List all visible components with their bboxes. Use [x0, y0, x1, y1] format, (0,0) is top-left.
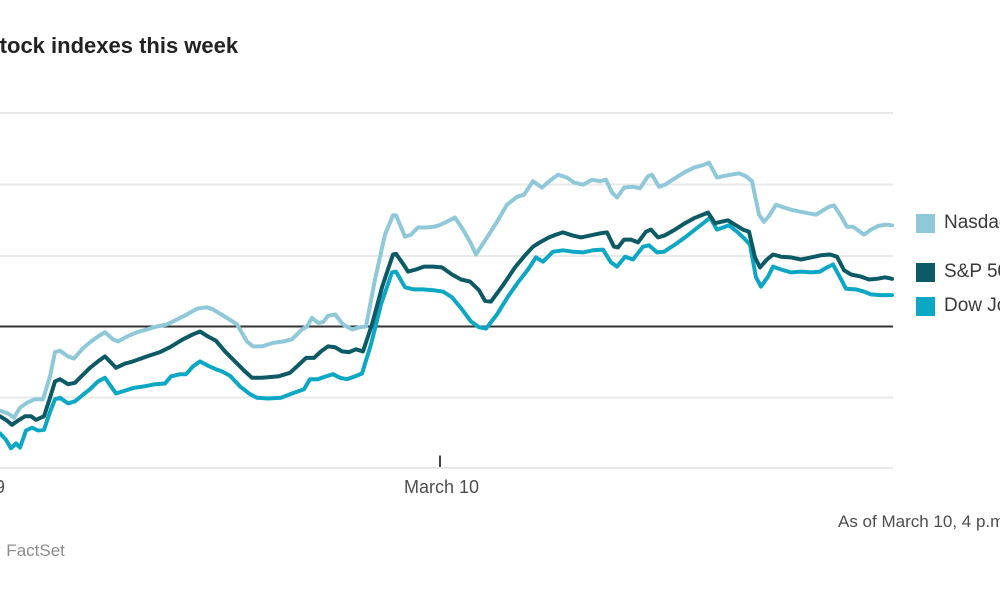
chart-title: Stock indexes this week — [0, 33, 239, 58]
dow-color-swatch — [916, 296, 935, 316]
legend-label-nasdaq: Nasdaq Composite — [944, 212, 1000, 233]
legend-label-dow: Dow Jones Industrial Average — [944, 295, 1000, 316]
legend-item-sp500: S&P 500 — [916, 261, 1000, 283]
nasdaq-color-swatch — [916, 213, 935, 233]
legend-item-dow: Dow Jones Industrial Average — [916, 295, 1000, 317]
x-axis-label-march-10: March 10 — [404, 477, 480, 497]
source-credit: Source: FactSet — [0, 541, 65, 560]
series-line-dow-jones-industrial-average — [0, 215, 894, 451]
x-axis-label-march-9: March 9 — [0, 477, 6, 497]
series-line-nasdaq-composite — [0, 160, 894, 420]
legend-label-sp500: S&P 500 — [944, 261, 1000, 282]
sp500-color-swatch — [916, 262, 935, 282]
legend-item-nasdaq: Nasdaq Composite — [916, 212, 1000, 234]
series-line-s-p-500 — [0, 210, 894, 427]
as-of-timestamp: As of March 10, 4 p.m. ET — [838, 512, 1000, 531]
